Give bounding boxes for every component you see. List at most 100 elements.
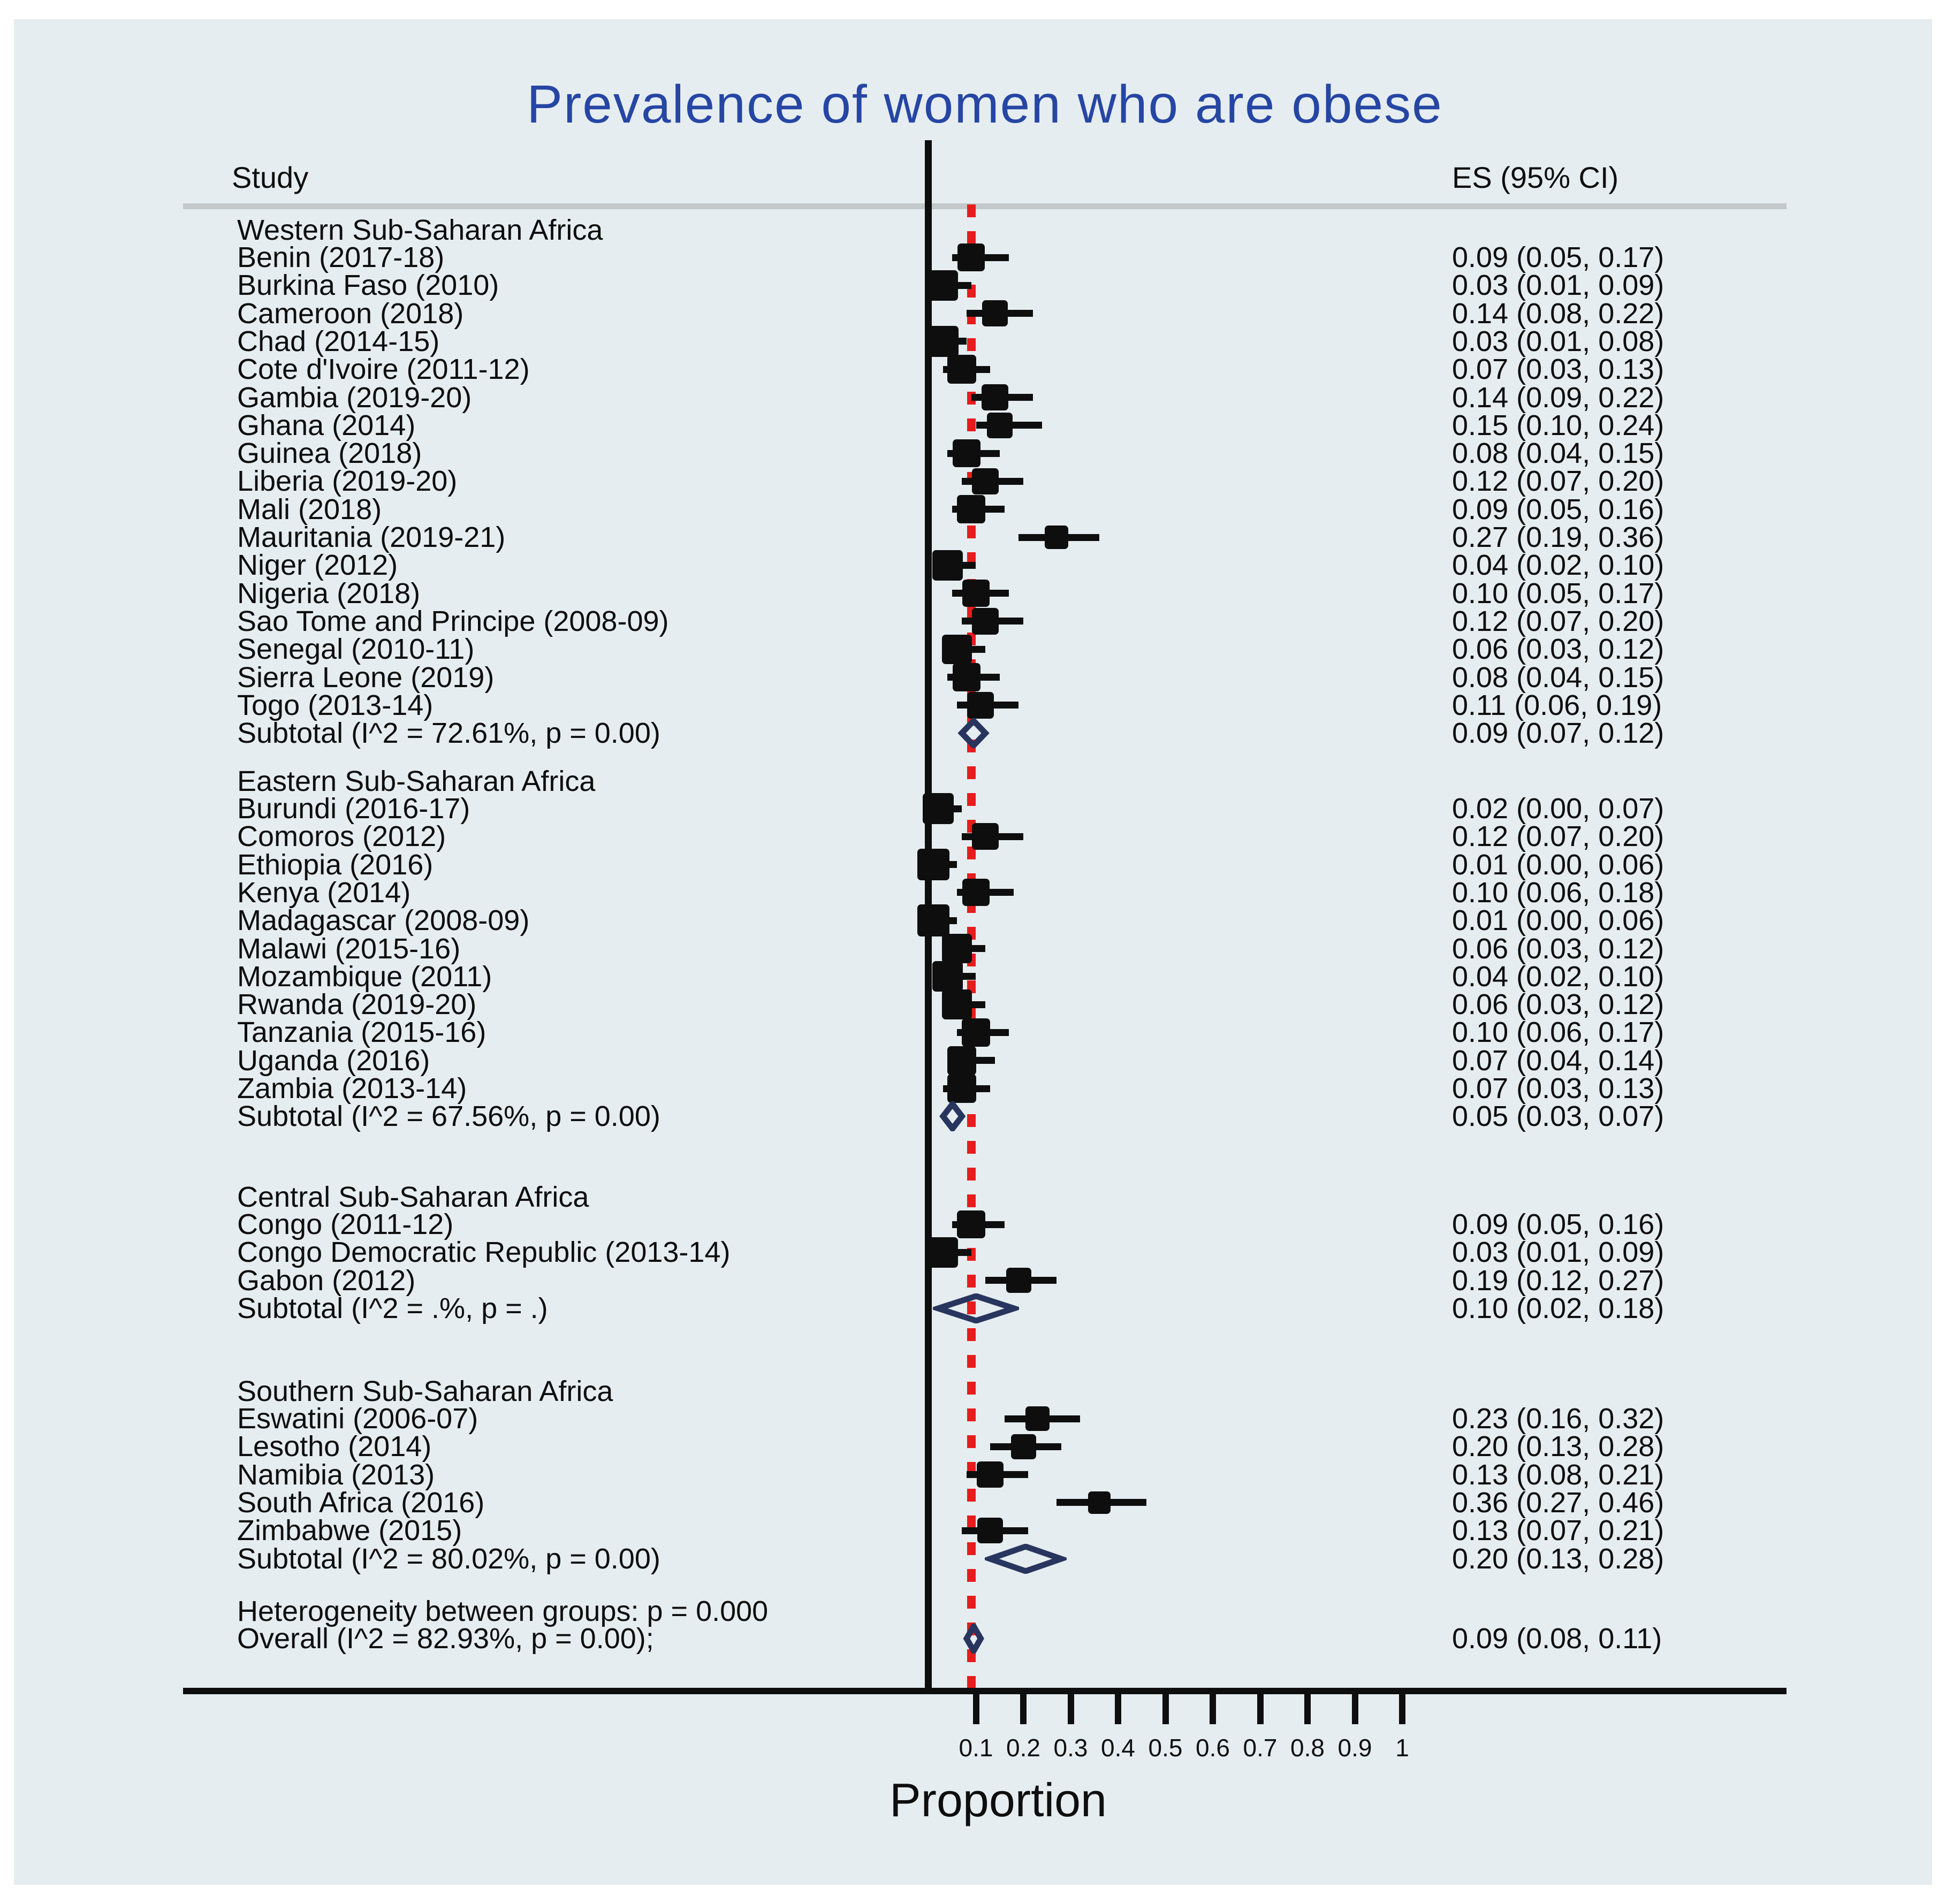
study-label: Nigeria (2018): [237, 577, 421, 610]
study-label: Cote d'Ivoire (2011-12): [237, 353, 530, 386]
point-estimate-marker: [952, 439, 981, 468]
point-estimate-marker: [957, 1210, 985, 1239]
study-es-value: 0.14 (0.09, 0.22): [1452, 381, 1664, 414]
study-label: Madagascar (2008-09): [237, 904, 530, 937]
study-label: Sao Tome and Principe (2008-09): [237, 605, 669, 637]
x-axis-tick-label: 0.1: [959, 1734, 993, 1762]
study-es-value: 0.07 (0.03, 0.13): [1452, 353, 1664, 386]
x-axis-tick-mark: [1020, 1691, 1027, 1724]
study-label: Comoros (2012): [237, 820, 446, 853]
point-estimate-marker: [957, 495, 985, 523]
point-estimate-marker: [932, 961, 963, 992]
x-axis-tick-mark: [1115, 1691, 1121, 1724]
column-header-es: ES (95% CI): [1452, 161, 1619, 194]
study-es-value: 0.06 (0.03, 0.12): [1452, 988, 1664, 1021]
study-es-value: 0.13 (0.08, 0.21): [1452, 1458, 1664, 1491]
study-es-value: 0.08 (0.04, 0.15): [1452, 437, 1664, 470]
header-divider-line: [183, 203, 1787, 209]
x-axis-tick-label: 0.7: [1243, 1734, 1278, 1762]
point-estimate-marker: [928, 1237, 958, 1268]
x-axis-tick-label: 0.6: [1196, 1734, 1230, 1762]
study-label: Niger (2012): [237, 549, 398, 582]
point-estimate-marker: [962, 1018, 990, 1047]
point-estimate-marker: [942, 933, 972, 964]
x-axis-tick-mark: [1399, 1691, 1405, 1724]
point-estimate-marker: [932, 550, 963, 581]
study-es-value: 0.03 (0.01, 0.09): [1452, 269, 1664, 302]
study-es-value: 0.11 (0.06, 0.19): [1452, 689, 1662, 721]
point-estimate-marker: [942, 989, 972, 1019]
overall-label: Overall (I^2 = 82.93%, p = 0.00);: [237, 1623, 654, 1655]
study-es-value: 0.12 (0.07, 0.20): [1452, 605, 1664, 637]
overall-diamond: [963, 1624, 984, 1654]
study-es-value: 0.12 (0.07, 0.20): [1452, 820, 1664, 853]
x-axis-title: Proportion: [889, 1773, 1107, 1826]
point-estimate-marker: [972, 608, 999, 635]
study-es-value: 0.04 (0.02, 0.10): [1452, 960, 1664, 993]
study-label: Rwanda (2019-20): [237, 988, 477, 1021]
study-label: Eswatini (2006-07): [237, 1403, 478, 1435]
point-estimate-marker: [922, 793, 954, 825]
study-label: Congo Democratic Republic (2013-14): [237, 1236, 731, 1269]
study-label: Liberia (2019-20): [237, 465, 458, 498]
study-es-value: 0.10 (0.06, 0.17): [1452, 1016, 1664, 1049]
study-label: Malawi (2015-16): [237, 932, 461, 965]
point-estimate-marker: [977, 1518, 1004, 1544]
point-estimate-marker: [972, 468, 999, 495]
study-label: Zimbabwe (2015): [237, 1514, 462, 1547]
study-label: Ethiopia (2016): [237, 848, 434, 881]
point-estimate-marker: [962, 580, 990, 607]
x-axis-tick-label: 0.5: [1148, 1734, 1183, 1762]
point-estimate-marker: [972, 823, 999, 850]
x-axis-tick-mark: [1351, 1691, 1358, 1724]
study-label: Senegal (2010-11): [237, 633, 475, 666]
study-label: Mozambique (2011): [237, 960, 492, 993]
x-axis-tick-mark: [1162, 1691, 1169, 1724]
x-axis-tick-mark: [972, 1691, 979, 1724]
x-axis-tick-label: 0.8: [1290, 1734, 1325, 1762]
point-estimate-marker: [928, 270, 958, 301]
subtotal-diamond: [939, 1101, 966, 1132]
point-estimate-marker: [942, 634, 972, 664]
study-label: Chad (2014-15): [237, 325, 440, 357]
study-label: Burkina Faso (2010): [237, 269, 499, 302]
study-label: Lesotho (2014): [237, 1430, 432, 1463]
point-estimate-marker: [1025, 1406, 1050, 1431]
study-label: Mali (2018): [237, 493, 382, 525]
x-axis-tick-label: 0.2: [1006, 1734, 1040, 1762]
subtotal-es-value: 0.20 (0.13, 0.28): [1452, 1542, 1664, 1575]
study-es-value: 0.12 (0.07, 0.20): [1452, 465, 1664, 498]
point-estimate-marker: [927, 325, 959, 357]
study-es-value: 0.10 (0.05, 0.17): [1452, 577, 1664, 610]
subtotal-label: Subtotal (I^2 = .%, p = .): [237, 1292, 548, 1324]
study-label: Ghana (2014): [237, 409, 416, 441]
subtotal-diamond: [957, 718, 990, 749]
study-label: Cameroon (2018): [237, 297, 464, 330]
subtotal-label: Subtotal (I^2 = 67.56%, p = 0.00): [237, 1100, 660, 1133]
study-es-value: 0.15 (0.10, 0.24): [1452, 409, 1664, 441]
study-label: Gabon (2012): [237, 1264, 416, 1297]
point-estimate-marker: [952, 663, 981, 691]
study-es-value: 0.07 (0.03, 0.13): [1452, 1072, 1664, 1105]
x-axis-tick-mark: [1210, 1691, 1216, 1724]
x-axis-tick-mark: [1257, 1691, 1264, 1724]
study-es-value: 0.07 (0.04, 0.14): [1452, 1044, 1664, 1077]
x-axis-line: [183, 1688, 1787, 1694]
subtotal-es-value: 0.10 (0.02, 0.18): [1452, 1292, 1664, 1324]
study-es-value: 0.20 (0.13, 0.28): [1452, 1430, 1664, 1463]
group-label: Central Sub-Saharan Africa: [237, 1181, 589, 1213]
x-axis-tick-label: 1: [1395, 1734, 1409, 1762]
point-estimate-marker: [1088, 1491, 1111, 1514]
study-es-value: 0.27 (0.19, 0.36): [1452, 521, 1664, 553]
point-estimate-marker: [986, 412, 1013, 438]
study-es-value: 0.04 (0.02, 0.10): [1452, 549, 1664, 582]
subtotal-diamond: [932, 1293, 1020, 1323]
group-label: Eastern Sub-Saharan Africa: [237, 765, 596, 797]
study-label: South Africa (2016): [237, 1486, 485, 1519]
point-estimate-marker: [917, 848, 949, 881]
subtotal-diamond: [985, 1543, 1067, 1574]
study-label: Benin (2017-18): [237, 241, 445, 273]
subtotal-label: Subtotal (I^2 = 72.61%, p = 0.00): [237, 717, 660, 750]
study-es-value: 0.13 (0.07, 0.21): [1452, 1514, 1664, 1547]
